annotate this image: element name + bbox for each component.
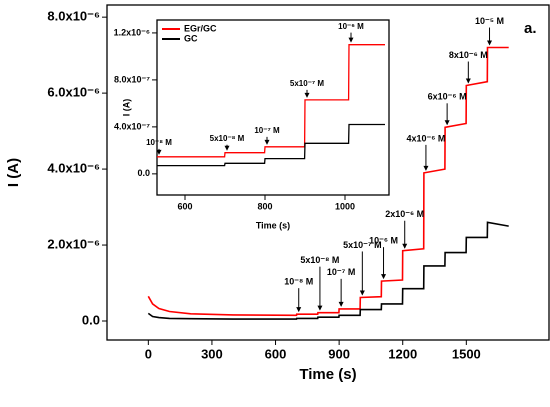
series-line: [147, 46, 509, 317]
x-tick-label: 0: [145, 347, 152, 362]
x-tick-label: 1200: [388, 347, 417, 362]
annotation: 10⁻⁷ M: [327, 267, 355, 277]
arrow-head: [402, 243, 408, 249]
annotation: 5x10⁻⁸ M: [210, 134, 245, 143]
x-axis-label: Time (s): [299, 366, 356, 383]
arrow-head: [444, 120, 450, 126]
y-tick-label: 8.0x10⁻⁶: [47, 9, 100, 24]
arrow-head: [348, 37, 354, 43]
series-line: [147, 221, 509, 320]
x-tick-label: 600: [177, 202, 192, 212]
annotation: 6x10⁻⁶ M: [428, 92, 467, 102]
arrow-head: [317, 305, 323, 311]
arrow-head: [296, 307, 302, 313]
arrow-head: [304, 92, 310, 98]
annotation: 10⁻⁵ M: [475, 16, 504, 26]
x-tick-label: 300: [201, 347, 223, 362]
series-line: [157, 123, 385, 167]
x-tick-label: 900: [328, 347, 350, 362]
plot-area: [156, 19, 390, 196]
arrow-head: [381, 274, 387, 280]
y-tick-label: 4.0x10⁻⁶: [47, 161, 100, 176]
y-tick-label: 6.0x10⁻⁶: [47, 85, 100, 100]
annotation: 10⁻⁶ M: [338, 22, 364, 31]
legend-label: EGr/GC: [184, 23, 217, 33]
annotation: 10⁻⁷ M: [254, 126, 280, 135]
annotation: 10⁻⁶ M: [369, 236, 398, 246]
y-tick-label: 4.0x10⁻⁷: [114, 121, 150, 131]
x-tick-label: 1000: [335, 202, 355, 212]
annotation: 5x10⁻⁸ M: [300, 255, 339, 265]
y-tick-label: 8.0x10⁻⁷: [114, 74, 150, 84]
annotation: 2x10⁻⁶ M: [385, 209, 424, 219]
x-axis-label: Time (s): [256, 220, 290, 230]
arrow-head: [224, 145, 230, 151]
arrow-head: [264, 139, 270, 145]
series-line: [157, 44, 385, 158]
annotation: 4x10⁻⁶ M: [406, 133, 445, 143]
y-axis-label: I (A): [5, 158, 22, 187]
legend-label: GC: [184, 33, 198, 43]
y-axis-label: I (A): [121, 99, 131, 117]
y-tick-label: 0.0: [137, 168, 150, 178]
x-tick-label: 1500: [452, 347, 481, 362]
panel-label: a.: [524, 20, 537, 37]
arrow-head: [338, 301, 344, 307]
annotation: 8x10⁻⁶ M: [449, 50, 488, 60]
x-tick-label: 600: [265, 347, 287, 362]
arrow-head: [465, 78, 471, 84]
arrow-head: [359, 290, 365, 296]
arrow-head: [487, 40, 493, 46]
y-tick-label: 1.2x10⁻⁶: [114, 27, 150, 37]
arrow-head: [156, 149, 162, 155]
annotation: 10⁻⁸ M: [146, 138, 172, 147]
x-tick-label: 800: [257, 202, 272, 212]
annotation: 5x10⁻⁷ M: [343, 240, 381, 250]
y-tick-label: 0.0: [82, 312, 100, 327]
y-tick-label: 2.0x10⁻⁶: [47, 236, 100, 251]
annotation: 5x10⁻⁷ M: [290, 79, 325, 88]
arrow-head: [423, 165, 429, 171]
annotation: 10⁻⁸ M: [284, 277, 313, 287]
